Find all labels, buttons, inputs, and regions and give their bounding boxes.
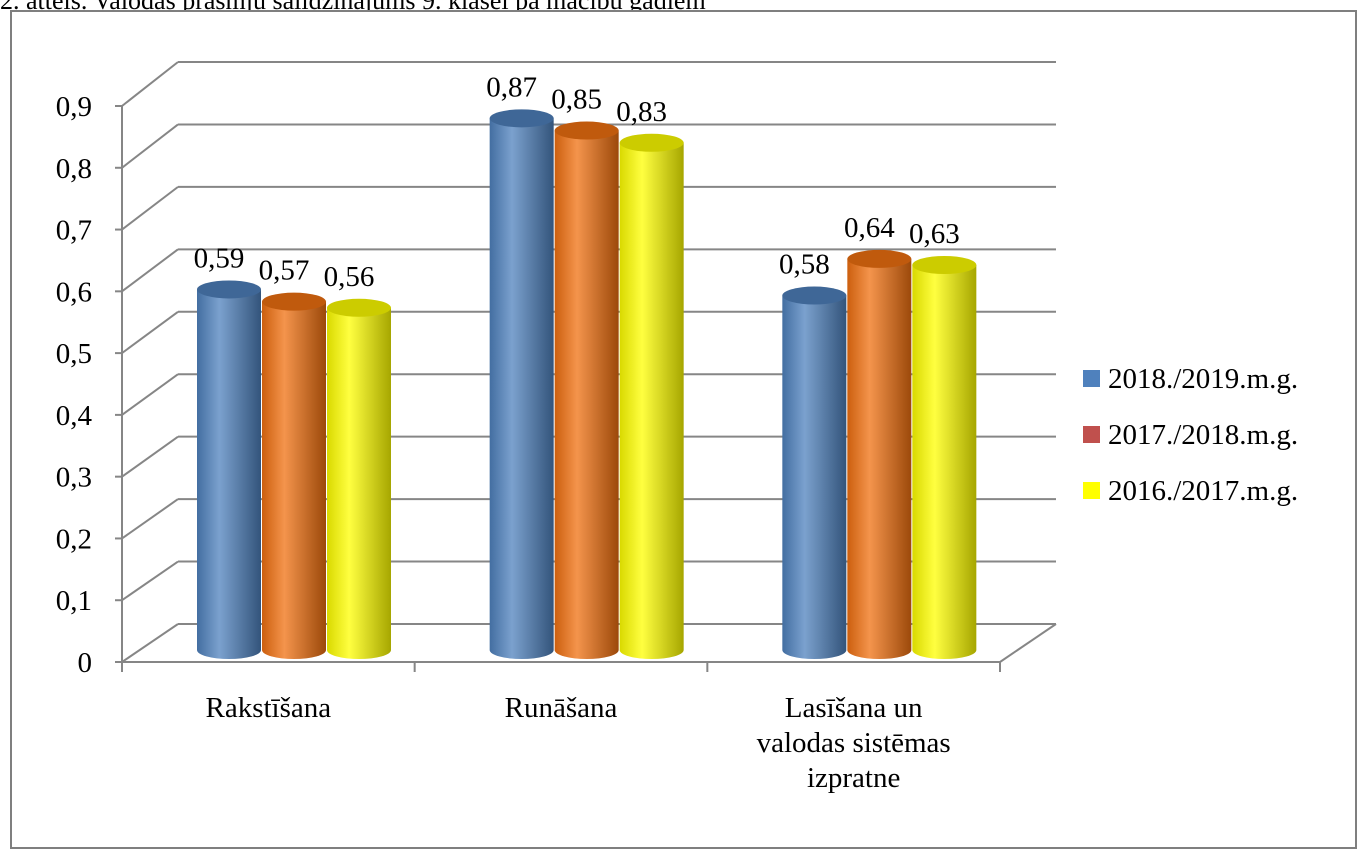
legend-swatch [1083, 482, 1100, 499]
gridline-diagonal [121, 560, 179, 602]
gridline-diagonal [121, 61, 179, 107]
gridline-diagonal [121, 123, 179, 169]
legend-swatch [1083, 370, 1100, 387]
data-label: 0,63 [909, 218, 960, 250]
bar-top [197, 280, 261, 299]
y-tick-label: 0,7 [56, 215, 92, 247]
y-tick-label: 0,9 [56, 91, 92, 123]
data-label: 0,59 [194, 242, 245, 274]
gridline-diagonal [121, 498, 179, 540]
data-label: 0,56 [324, 261, 375, 293]
bar-top [554, 121, 619, 140]
bar [327, 307, 391, 659]
gridline-diagonal [121, 186, 179, 231]
gridline-diagonal [121, 373, 179, 416]
gridline-diagonal [121, 310, 179, 354]
data-label: 0,87 [486, 71, 537, 103]
y-tick-label: 0,1 [56, 585, 92, 617]
bar [619, 142, 684, 659]
category-label: Runāšana [505, 692, 618, 724]
data-label: 0,64 [844, 212, 895, 244]
y-tick-label: 0,5 [56, 338, 92, 370]
category-label: Lasīšana un valodas sistēmas izpratne [757, 692, 951, 794]
data-label: 0,57 [259, 255, 310, 287]
data-label: 0,85 [551, 84, 602, 116]
legend-label: 2018./2019.m.g. [1108, 363, 1298, 395]
data-label: 0,58 [779, 249, 830, 281]
bar [262, 301, 326, 659]
bar-top [262, 292, 326, 311]
bar [782, 295, 847, 659]
legend-label: 2017./2018.m.g. [1108, 419, 1298, 451]
y-tick-label: 0,3 [56, 462, 92, 494]
y-tick-label: 0,2 [56, 523, 92, 555]
gridline-diagonal [121, 248, 179, 293]
bar-top [327, 298, 391, 317]
data-label: 0,83 [616, 96, 667, 128]
bar [912, 265, 977, 659]
bar [554, 130, 619, 660]
bar [197, 289, 261, 659]
bar [847, 258, 912, 659]
legend-label: 2016./2017.m.g. [1108, 475, 1298, 507]
y-tick-label: 0 [78, 647, 93, 679]
bar-top [847, 249, 912, 268]
gridline-diagonal [121, 623, 179, 663]
y-tick-label: 0,8 [56, 153, 92, 185]
bar-top [782, 286, 847, 305]
gridline-diagonal [121, 435, 179, 478]
y-tick-label: 0,4 [56, 400, 93, 432]
bar-top [912, 256, 977, 274]
floor-edge [999, 623, 1057, 663]
bar [489, 118, 554, 660]
bar-top [619, 133, 684, 152]
category-label: Rakstīšana [206, 692, 332, 724]
legend-swatch [1083, 426, 1100, 443]
bar-top [489, 109, 554, 128]
y-tick-label: 0,6 [56, 276, 92, 308]
